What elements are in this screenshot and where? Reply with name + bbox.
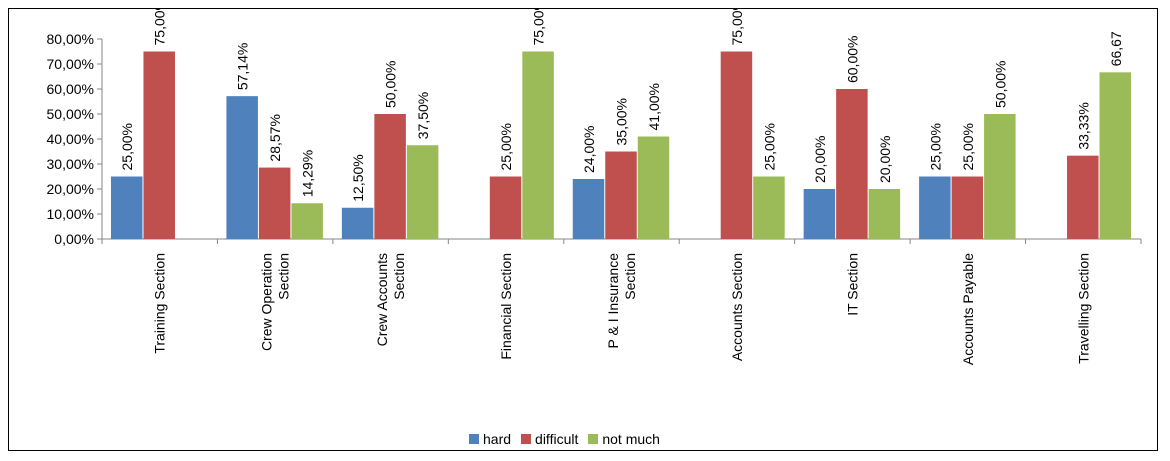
bar-difficult xyxy=(720,51,753,239)
y-tick-label: 50,00% xyxy=(47,106,94,122)
data-label: 12,50% xyxy=(350,154,366,201)
bar-not-much xyxy=(753,176,785,239)
bar-not-much xyxy=(868,189,901,239)
data-label: 14,29% xyxy=(300,150,316,197)
data-label: 75,00% xyxy=(531,9,547,46)
bar-not-much xyxy=(522,51,554,239)
legend-swatch xyxy=(521,434,532,444)
data-label: 57,14% xyxy=(235,43,251,90)
bar-difficult xyxy=(605,151,637,239)
data-label: 25,00% xyxy=(761,123,777,170)
bar-chart: 0,00% 10,00% 20,00% 30,00% 40,00% 50,00% 60,00… xyxy=(47,9,1142,365)
legend-label: difficult xyxy=(535,431,579,447)
legend-item-hard: hard xyxy=(469,431,511,447)
data-label: 25,00% xyxy=(960,123,976,170)
y-tick-label: 30,00% xyxy=(47,156,94,172)
bar-difficult xyxy=(143,51,175,239)
chart-frame: 0,00% 10,00% 20,00% 30,00% 40,00% 50,00% 60,00… xyxy=(8,8,1158,451)
legend-label: not much xyxy=(602,431,660,447)
legend-item-not-much: not much xyxy=(588,431,660,447)
data-label: 35,00% xyxy=(614,98,630,145)
data-label: 33,33% xyxy=(1075,102,1091,149)
category-label: Training Section xyxy=(152,253,168,354)
bar-hard xyxy=(919,176,951,239)
category-label: Section xyxy=(622,253,638,300)
data-label: 41,00% xyxy=(646,83,662,130)
data-label: 25,00% xyxy=(498,123,514,170)
bar-not-much xyxy=(637,136,670,239)
bar-not-much xyxy=(291,203,323,239)
y-tick-label: 70,00% xyxy=(47,56,94,72)
data-label: 50,00% xyxy=(383,61,399,108)
bar-not-much xyxy=(984,114,1016,239)
bar-not-much xyxy=(406,145,439,239)
y-tick-label: 80,00% xyxy=(47,31,94,47)
category-label: Crew Accounts xyxy=(374,253,390,346)
data-label: 66,67 xyxy=(1108,31,1124,66)
legend: hard difficult not much xyxy=(469,429,660,449)
data-label: 50,00% xyxy=(992,61,1008,108)
bar-difficult xyxy=(258,167,291,239)
legend-label: hard xyxy=(483,431,512,447)
category-label: IT Section xyxy=(844,253,860,316)
y-tick-label: 20,00% xyxy=(47,181,94,197)
y-tick-label: 10,00% xyxy=(47,206,94,222)
legend-swatch xyxy=(588,434,599,444)
data-label: 25,00% xyxy=(119,123,135,170)
data-label: 37,50% xyxy=(415,92,431,139)
category-label: P & I Insurance xyxy=(605,253,621,349)
bar-hard xyxy=(803,189,836,239)
bar-hard xyxy=(341,207,374,239)
bar-difficult xyxy=(1067,155,1099,239)
data-label: 75,00% xyxy=(152,9,168,46)
legend-item-difficult: difficult xyxy=(521,431,578,447)
bar-difficult xyxy=(489,176,522,239)
data-label: 28,57% xyxy=(267,114,283,161)
y-tick-label: 0,00% xyxy=(54,231,94,247)
data-label: 75,00% xyxy=(729,9,745,46)
category-label: Travelling Section xyxy=(1075,253,1091,364)
data-label: 20,00% xyxy=(877,136,893,183)
bar-hard xyxy=(226,96,258,240)
category-label: Financial Section xyxy=(498,253,514,360)
bar-difficult xyxy=(374,114,406,239)
y-tick-label: 60,00% xyxy=(47,81,94,97)
data-label: 24,00% xyxy=(581,126,597,173)
y-tick-label: 40,00% xyxy=(47,131,94,147)
category-label: Accounts Payable xyxy=(960,253,976,365)
category-label: Section xyxy=(276,253,292,300)
bar-difficult xyxy=(951,176,984,239)
bar-hard xyxy=(572,179,605,239)
category-label: Section xyxy=(391,253,407,300)
data-label: 25,00% xyxy=(927,123,943,170)
bar-difficult xyxy=(836,89,868,239)
category-label: Accounts Section xyxy=(729,253,745,361)
data-label: 60,00% xyxy=(844,36,860,83)
category-label: Crew Operation xyxy=(259,253,275,351)
legend-swatch xyxy=(469,434,479,444)
bar-hard xyxy=(110,176,143,239)
bar-not-much xyxy=(1099,72,1132,239)
data-label: 20,00% xyxy=(812,136,828,183)
